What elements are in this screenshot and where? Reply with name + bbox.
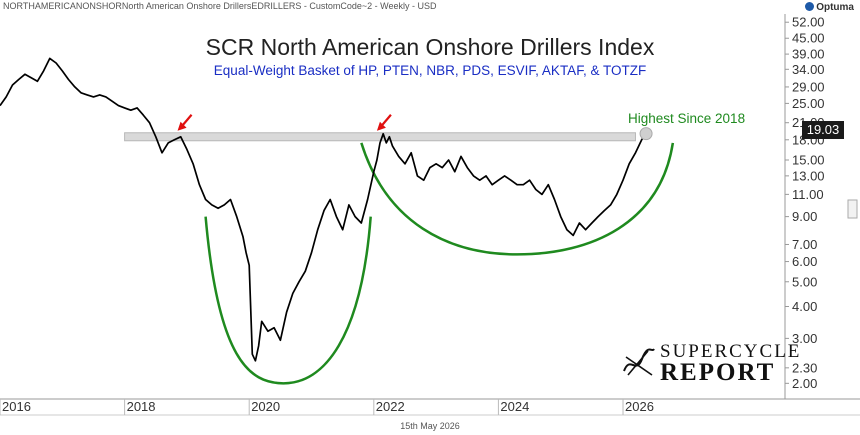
optuma-logo-text: Optuma [816, 2, 854, 13]
y-tick-label: 9.00 [792, 209, 817, 224]
footer-date: 15th May 2026 [400, 421, 460, 431]
x-tick-label: 2018 [127, 399, 156, 414]
y-tick-label: 3.00 [792, 331, 817, 346]
y-tick-label: 2.30 [792, 360, 817, 375]
brand-line1: SUPERCYCLE [660, 341, 802, 362]
optuma-logo-icon [805, 2, 815, 11]
cup-arc-left-path [204, 216, 372, 385]
y-tick-label: 11.00 [792, 187, 824, 202]
y-tick-label: 15.00 [792, 153, 825, 168]
last-point-marker [639, 127, 653, 141]
x-tick-label: 2022 [376, 399, 405, 414]
annotation-label: Highest Since 2018 [628, 111, 746, 126]
x-tick-label: 2024 [500, 399, 529, 414]
y-tick-label: 45.00 [792, 31, 825, 46]
resistance-band [124, 132, 636, 142]
x-tick-label: 2026 [625, 399, 654, 414]
y-tick-label: 7.00 [792, 237, 817, 252]
y-tick-label: 4.00 [792, 299, 817, 314]
price-line [0, 57, 647, 362]
y-tick-label: 39.00 [792, 47, 825, 62]
x-tick-label: 2016 [2, 399, 31, 414]
last-value-badge: 19.03 [802, 121, 844, 139]
brand-line2: REPORT [660, 359, 776, 386]
scale-handle [847, 199, 858, 219]
chart-title: SCR North American Onshore Drillers Inde… [205, 34, 655, 60]
cup-arc-right-path [360, 142, 675, 256]
y-tick-label: 5.00 [792, 274, 817, 289]
chart-subtitle: Equal-Weight Basket of HP, PTEN, NBR, PD… [213, 63, 647, 78]
optuma-logo: Optuma [805, 2, 854, 13]
red-arrow-2022-head [376, 121, 386, 131]
x-tick-label: 2020 [251, 399, 280, 414]
symbol-header: NORTHAMERICANONSHORNorth American Onshor… [3, 1, 437, 11]
y-tick-label: 13.00 [792, 168, 825, 183]
y-tick-label: 6.00 [792, 254, 817, 269]
y-tick-label: 29.00 [792, 79, 825, 94]
y-tick-label: 2.00 [792, 376, 817, 391]
y-tick-label: 25.00 [792, 96, 825, 111]
y-tick-label: 34.00 [792, 62, 825, 77]
y-tick-label: 52.00 [792, 15, 825, 30]
red-arrow-2018-head [177, 121, 187, 131]
supercycle-emblem-icon [623, 348, 655, 376]
